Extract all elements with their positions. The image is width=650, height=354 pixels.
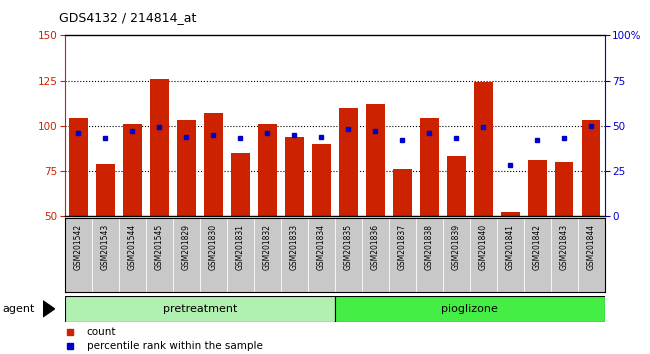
Bar: [366, 104, 385, 216]
Text: pioglizone: pioglizone: [441, 304, 498, 314]
Text: GSM201843: GSM201843: [560, 224, 569, 270]
Polygon shape: [43, 301, 55, 317]
Bar: [361, 218, 389, 292]
Bar: [285, 137, 304, 216]
Bar: [474, 82, 493, 216]
Text: GSM201833: GSM201833: [290, 224, 299, 270]
Text: agent: agent: [2, 304, 34, 314]
Text: GSM201832: GSM201832: [263, 224, 272, 270]
Bar: [393, 169, 411, 216]
Bar: [281, 218, 308, 292]
Bar: [204, 113, 223, 216]
Text: GSM201842: GSM201842: [532, 224, 541, 270]
Bar: [227, 218, 254, 292]
Bar: [551, 218, 577, 292]
Bar: [123, 124, 142, 216]
Bar: [335, 218, 361, 292]
Bar: [577, 218, 605, 292]
Text: GSM201829: GSM201829: [182, 224, 191, 270]
Text: GSM201841: GSM201841: [506, 224, 515, 270]
Text: pretreatment: pretreatment: [162, 304, 237, 314]
Bar: [497, 218, 524, 292]
Bar: [335, 296, 604, 322]
Bar: [416, 218, 443, 292]
Bar: [254, 218, 281, 292]
Bar: [554, 162, 573, 216]
Bar: [500, 212, 519, 216]
Bar: [173, 218, 200, 292]
Bar: [65, 218, 92, 292]
Bar: [177, 120, 196, 216]
Text: GSM201840: GSM201840: [478, 224, 488, 270]
Bar: [92, 218, 119, 292]
Bar: [231, 153, 250, 216]
Text: GSM201545: GSM201545: [155, 224, 164, 270]
Text: GSM201839: GSM201839: [452, 224, 461, 270]
Text: percentile rank within the sample: percentile rank within the sample: [86, 341, 263, 350]
Bar: [65, 296, 335, 322]
Bar: [150, 79, 169, 216]
Text: GSM201831: GSM201831: [236, 224, 245, 270]
Bar: [200, 218, 227, 292]
Bar: [470, 218, 497, 292]
Bar: [524, 218, 551, 292]
Bar: [389, 218, 416, 292]
Text: GSM201837: GSM201837: [398, 224, 407, 270]
Bar: [69, 119, 88, 216]
Bar: [528, 160, 547, 216]
Bar: [258, 124, 277, 216]
Text: GDS4132 / 214814_at: GDS4132 / 214814_at: [58, 11, 196, 24]
Bar: [443, 218, 470, 292]
Text: GSM201835: GSM201835: [344, 224, 353, 270]
Bar: [312, 144, 331, 216]
Bar: [339, 108, 358, 216]
Text: GSM201542: GSM201542: [74, 224, 83, 270]
Bar: [308, 218, 335, 292]
Text: GSM201544: GSM201544: [128, 224, 137, 270]
Bar: [447, 156, 465, 216]
Text: GSM201844: GSM201844: [586, 224, 595, 270]
Text: count: count: [86, 327, 116, 337]
Text: GSM201834: GSM201834: [317, 224, 326, 270]
Bar: [582, 120, 601, 216]
Bar: [119, 218, 146, 292]
Text: GSM201838: GSM201838: [424, 224, 434, 270]
Text: GSM201543: GSM201543: [101, 224, 110, 270]
Bar: [146, 218, 173, 292]
Bar: [96, 164, 115, 216]
Bar: [420, 119, 439, 216]
Text: GSM201836: GSM201836: [370, 224, 380, 270]
Text: GSM201830: GSM201830: [209, 224, 218, 270]
